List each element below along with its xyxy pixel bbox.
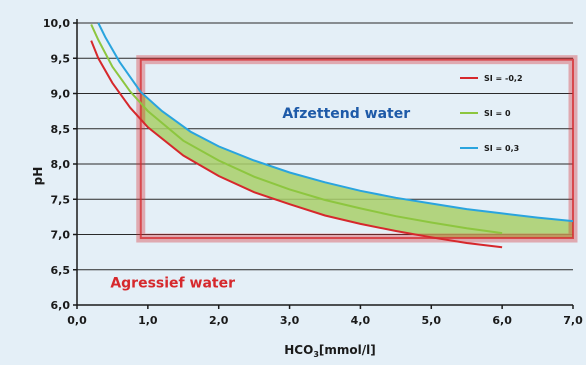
y-tick-label: 9,5 [51,52,71,65]
x-tick-label: 0,0 [67,314,87,327]
y-tick-label: 6,5 [51,264,71,277]
x-axis-label-main: HCO [284,343,313,357]
axes: 6,0 6,5 7,0 7,5 8,0 8,5 9,0 9,5 10,0 0,0 1,0 2,0 3,0… [43,17,583,327]
annotation-label: Agressief water [110,275,235,291]
y-tick-label: 7,0 [51,229,71,242]
annotations: Afzettend water Agressief water [110,106,410,291]
x-tick-label: 1,0 [138,314,158,327]
y-tick-label: 8,0 [51,158,71,171]
x-tick-label: 5,0 [422,314,442,327]
series-line-0 [90,40,503,249]
y-tick-label: 10,0 [43,17,70,30]
legend: SI = -0,2 SI = 0 SI = 0,3 [460,74,523,153]
x-tick-label: 3,0 [280,314,300,327]
highlight-box-frame [139,58,574,240]
y-tick-label: 9,0 [51,88,71,101]
legend-label: SI = -0,2 [484,74,523,83]
y-tick-label: 8,5 [51,123,71,136]
x-axis-label-unit: [mmol/l] [319,343,376,357]
x-tick-label: 6,0 [492,314,512,327]
legend-label: SI = 0 [484,109,511,118]
y-axis-label: pH [31,167,45,186]
y-tick-label: 7,5 [51,193,71,206]
y-tick-label: 6,0 [51,299,71,312]
x-tick-label: 4,0 [351,314,371,327]
x-axis-label-sub: 3 [313,350,319,359]
annotation-label: Afzettend water [282,106,410,122]
x-axis-label: HCO3[mmol/l] [284,343,375,359]
highlight-box [136,55,578,243]
series-line-2 [97,22,574,223]
series-lines [90,22,574,249]
legend-label: SI = 0,3 [484,144,519,153]
x-tick-label: 7,0 [563,314,583,327]
x-tick-label: 2,0 [209,314,229,327]
series-line-1 [90,23,503,235]
